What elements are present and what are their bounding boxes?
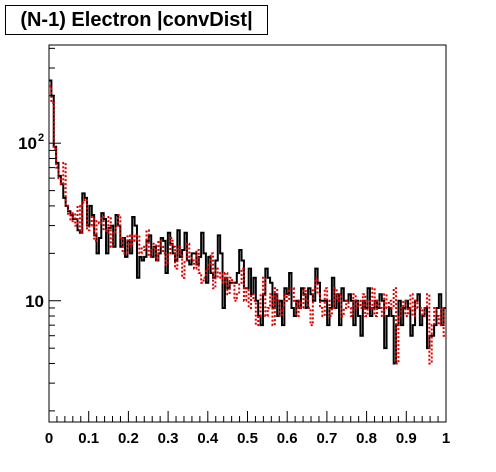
x-tick-label: 1 [442,430,450,447]
x-tick-label: 0.1 [78,430,99,447]
x-tick-label: 0.5 [237,430,258,447]
x-tick-label: 0.6 [277,430,298,447]
x-tick-label: 0.3 [158,430,179,447]
chart-title: (N-1) Electron |convDist| [5,5,268,35]
x-tick-label: 0.4 [197,430,219,447]
series-line-1 [49,79,446,365]
y-tick-label: 10 [18,134,37,153]
x-tick-label: 0.8 [356,430,377,447]
x-tick-label: 0.9 [396,430,417,447]
y-tick-label: 10 [25,292,44,311]
series-line-2 [49,85,446,365]
x-tick-label: 0.7 [316,430,337,447]
series-layer [49,79,446,365]
x-tick-label: 0 [45,430,53,447]
x-tick-label: 0.2 [118,430,139,447]
y-tick-exponent: 2 [38,132,44,144]
